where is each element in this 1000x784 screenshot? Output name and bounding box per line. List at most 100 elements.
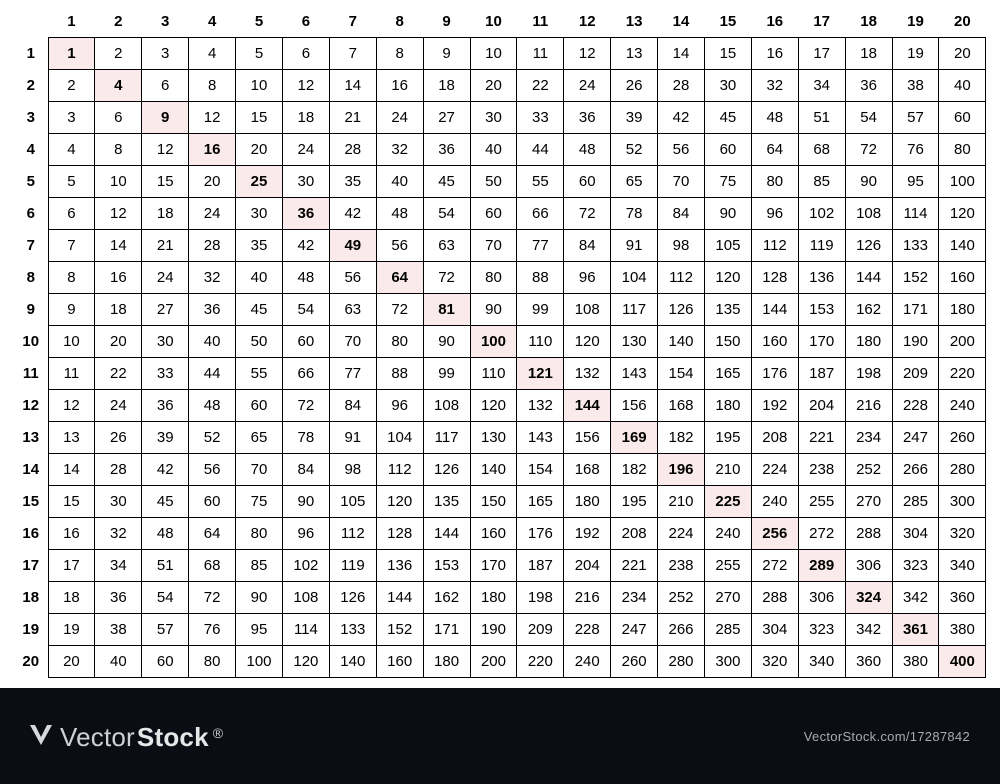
cell: 150	[704, 326, 751, 358]
image-credit: VectorStock.com/17287842	[804, 729, 970, 744]
cell: 180	[704, 390, 751, 422]
cell: 255	[704, 550, 751, 582]
cell: 90	[423, 326, 470, 358]
cell: 36	[189, 294, 236, 326]
cell: 150	[470, 486, 517, 518]
row-header: 1	[14, 38, 48, 70]
cell: 85	[236, 550, 283, 582]
cell: 380	[939, 614, 986, 646]
cell: 240	[751, 486, 798, 518]
col-header: 18	[845, 6, 892, 38]
cell: 15	[704, 38, 751, 70]
table-corner	[14, 6, 48, 38]
cell: 88	[517, 262, 564, 294]
cell: 76	[892, 134, 939, 166]
cell: 90	[704, 198, 751, 230]
cell: 182	[611, 454, 658, 486]
cell: 65	[611, 166, 658, 198]
row-header: 2	[14, 70, 48, 102]
cell: 256	[751, 518, 798, 550]
cell: 200	[470, 646, 517, 678]
cell: 400	[939, 646, 986, 678]
cell: 30	[282, 166, 329, 198]
col-header: 12	[564, 6, 611, 38]
cell: 270	[845, 486, 892, 518]
cell: 5	[236, 38, 283, 70]
row-header: 6	[14, 198, 48, 230]
cell: 12	[282, 70, 329, 102]
cell: 360	[845, 646, 892, 678]
cell: 36	[95, 582, 142, 614]
row-header: 5	[14, 166, 48, 198]
cell: 120	[704, 262, 751, 294]
cell: 40	[470, 134, 517, 166]
cell: 285	[892, 486, 939, 518]
cell: 208	[751, 422, 798, 454]
cell: 90	[236, 582, 283, 614]
cell: 126	[845, 230, 892, 262]
cell: 154	[517, 454, 564, 486]
cell: 152	[892, 262, 939, 294]
col-header: 20	[939, 6, 986, 38]
cell: 21	[142, 230, 189, 262]
cell: 324	[845, 582, 892, 614]
cell: 252	[845, 454, 892, 486]
cell: 210	[658, 486, 705, 518]
cell: 8	[48, 262, 95, 294]
cell: 112	[751, 230, 798, 262]
table-row: 2020406080100120140160180200220240260280…	[14, 646, 986, 678]
col-header: 3	[142, 6, 189, 38]
cell: 12	[142, 134, 189, 166]
cell: 160	[376, 646, 423, 678]
cell: 63	[329, 294, 376, 326]
credit-id: 17287842	[910, 729, 970, 744]
cell: 208	[611, 518, 658, 550]
cell: 28	[95, 454, 142, 486]
cell: 288	[751, 582, 798, 614]
cell: 128	[376, 518, 423, 550]
cell: 143	[517, 422, 564, 454]
cell: 14	[95, 230, 142, 262]
cell: 117	[423, 422, 470, 454]
cell: 70	[329, 326, 376, 358]
cell: 77	[517, 230, 564, 262]
col-header: 4	[189, 6, 236, 38]
cell: 20	[95, 326, 142, 358]
cell: 96	[376, 390, 423, 422]
cell: 102	[282, 550, 329, 582]
cell: 121	[517, 358, 564, 390]
cell: 100	[470, 326, 517, 358]
cell: 20	[236, 134, 283, 166]
cell: 170	[798, 326, 845, 358]
cell: 20	[939, 38, 986, 70]
cell: 70	[658, 166, 705, 198]
cell: 60	[236, 390, 283, 422]
cell: 72	[845, 134, 892, 166]
table-row: 1010203040506070809010011012013014015016…	[14, 326, 986, 358]
cell: 48	[751, 102, 798, 134]
cell: 12	[95, 198, 142, 230]
cell: 162	[845, 294, 892, 326]
cell: 168	[658, 390, 705, 422]
cell: 306	[845, 550, 892, 582]
cell: 48	[282, 262, 329, 294]
cell: 120	[939, 198, 986, 230]
cell: 220	[517, 646, 564, 678]
cell: 3	[48, 102, 95, 134]
cell: 32	[189, 262, 236, 294]
cell: 14	[48, 454, 95, 486]
cell: 10	[470, 38, 517, 70]
cell: 135	[423, 486, 470, 518]
cell: 100	[939, 166, 986, 198]
cell: 160	[470, 518, 517, 550]
cell: 32	[95, 518, 142, 550]
cell: 68	[189, 550, 236, 582]
cell: 192	[751, 390, 798, 422]
cell: 10	[48, 326, 95, 358]
cell: 34	[798, 70, 845, 102]
cell: 224	[751, 454, 798, 486]
cell: 105	[704, 230, 751, 262]
cell: 126	[423, 454, 470, 486]
cell: 50	[470, 166, 517, 198]
cell: 304	[751, 614, 798, 646]
